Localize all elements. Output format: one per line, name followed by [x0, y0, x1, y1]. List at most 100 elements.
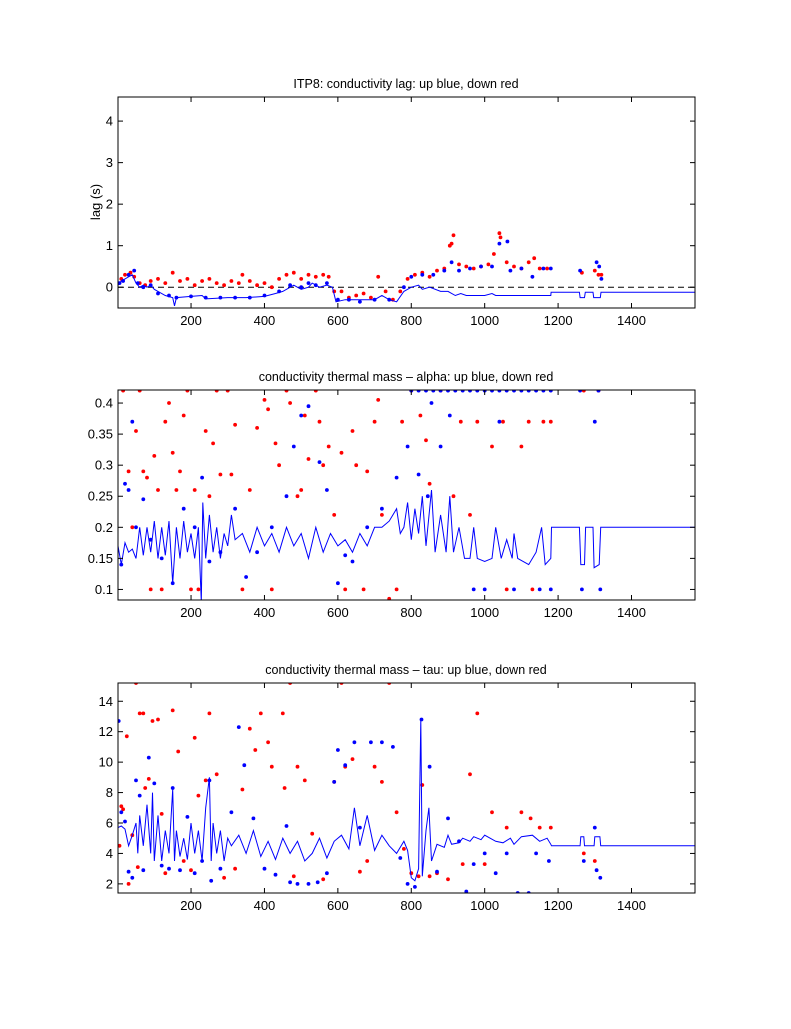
up-data-point [592, 419, 597, 424]
down-data-point [383, 289, 388, 294]
down-data-point [222, 875, 227, 880]
up-data-point [325, 281, 329, 285]
down-data-point [189, 868, 193, 873]
down-data-point [203, 778, 208, 783]
up-data-point [526, 390, 531, 393]
up-data-point [181, 506, 186, 511]
down-data-point [310, 831, 315, 836]
up-data-point [479, 264, 483, 269]
down-data-point [207, 494, 212, 499]
down-data-point [174, 488, 179, 492]
y-tick-label: 14 [99, 694, 113, 709]
down-data-point [545, 266, 549, 271]
down-data-point [121, 807, 125, 812]
down-data-point [291, 874, 296, 879]
up-data-point [530, 274, 535, 279]
up-data-point [416, 390, 421, 393]
y-tick-label: 0.25 [88, 489, 113, 504]
down-data-point [295, 494, 300, 499]
up-data-point [578, 390, 582, 393]
down-data-point [170, 270, 175, 275]
down-data-point [451, 494, 456, 499]
up-data-point [123, 819, 127, 824]
down-data-point [134, 429, 138, 433]
up-data-point [596, 390, 601, 393]
up-data-point [578, 268, 582, 273]
up-data-point [413, 885, 417, 889]
down-data-point [504, 260, 509, 265]
up-data-point [284, 494, 289, 499]
down-data-point [121, 390, 125, 393]
down-data-point [299, 277, 304, 281]
y-tick-label: 8 [106, 785, 113, 800]
down-data-point [262, 281, 267, 285]
up-data-point [299, 413, 304, 418]
down-data-point [181, 859, 186, 863]
down-data-point [214, 772, 219, 777]
up-data-point [192, 525, 197, 530]
up-data-point [192, 871, 197, 876]
up-data-point [416, 472, 421, 477]
down-data-point [178, 279, 182, 283]
x-tick-label: 1400 [617, 313, 646, 328]
down-data-point [475, 419, 480, 424]
down-data-point [526, 260, 531, 265]
up-data-point [547, 859, 551, 863]
up-data-point [159, 863, 164, 868]
down-data-point [167, 401, 171, 405]
down-data-point [504, 825, 509, 830]
down-data-point [548, 419, 553, 424]
up-data-point [317, 460, 322, 464]
up-series-line [118, 719, 695, 882]
down-data-point [156, 277, 160, 281]
down-data-point [207, 711, 212, 716]
up-data-point [419, 717, 424, 722]
up-data-point [132, 268, 137, 273]
down-data-point [181, 413, 186, 418]
down-data-point [458, 419, 463, 424]
down-data-point [532, 256, 537, 261]
down-data-point [266, 740, 270, 745]
down-data-point [369, 295, 373, 300]
up-data-point [244, 575, 249, 579]
down-data-point [306, 457, 311, 461]
down-data-point [446, 877, 450, 882]
up-data-point [325, 871, 329, 876]
down-data-point [350, 429, 355, 433]
up-data-point [446, 390, 450, 393]
down-data-point [211, 441, 216, 446]
down-data-point [240, 587, 245, 592]
up-data-point [519, 390, 524, 393]
down-data-point [273, 441, 278, 446]
y-tick-label: 0.3 [95, 458, 113, 473]
x-tick-label: 200 [180, 313, 202, 328]
down-data-point [200, 279, 205, 283]
up-data-point [438, 444, 443, 449]
down-data-point [306, 272, 311, 277]
down-data-point [170, 708, 175, 713]
down-data-point [380, 513, 384, 517]
down-data-point [203, 429, 208, 433]
down-data-point [387, 596, 392, 600]
up-data-point [141, 868, 146, 873]
down-data-point [361, 291, 366, 296]
up-data-point [126, 869, 131, 874]
down-data-point [146, 777, 151, 781]
down-data-point [471, 266, 476, 271]
up-data-point [209, 878, 214, 883]
up-data-point [251, 816, 256, 821]
up-data-point [152, 781, 157, 786]
down-data-point [126, 882, 131, 886]
down-data-point [372, 764, 377, 769]
up-data-point [405, 444, 410, 449]
down-data-point [192, 283, 197, 288]
down-data-point [490, 444, 494, 449]
up-data-point [468, 266, 472, 271]
up-data-point [475, 390, 480, 393]
down-data-point [156, 488, 160, 492]
down-data-point [189, 587, 193, 592]
down-data-point [207, 277, 212, 281]
down-data-point [449, 241, 454, 246]
up-data-point [580, 587, 584, 592]
up-data-point [508, 268, 513, 273]
